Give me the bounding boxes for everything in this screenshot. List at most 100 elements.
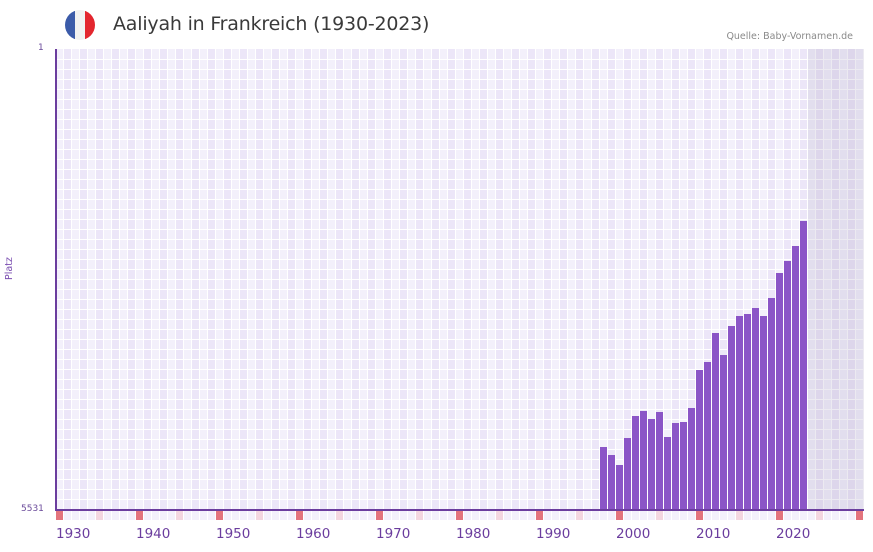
x-tick-1940: 1940 (136, 526, 171, 542)
grid-line (56, 269, 864, 270)
year-marker (808, 511, 815, 520)
year-marker (488, 511, 495, 520)
bar-2014[interactable] (728, 325, 735, 510)
year-marker (576, 511, 583, 520)
year-marker (248, 511, 255, 520)
bar-2008[interactable] (680, 421, 687, 510)
grid-line (56, 459, 864, 460)
bar-2015[interactable] (736, 315, 743, 510)
year-marker (760, 511, 767, 520)
bar-2012[interactable] (712, 332, 719, 510)
grid-line (56, 219, 864, 220)
y-axis-label: Platz (4, 257, 15, 280)
grid-line (56, 229, 864, 230)
bar-2011[interactable] (704, 361, 711, 510)
year-marker (472, 511, 479, 520)
year-marker (552, 511, 559, 520)
year-marker (720, 511, 727, 520)
bar-1999[interactable] (608, 454, 615, 510)
year-marker (200, 511, 207, 520)
bar-2004[interactable] (648, 418, 655, 510)
bar-2018[interactable] (760, 315, 767, 510)
france-flag-icon (65, 10, 95, 40)
year-marker (656, 511, 663, 520)
x-tick-2020: 2020 (776, 526, 811, 542)
grid-line (56, 129, 864, 130)
grid-line (56, 69, 864, 70)
grid-line (56, 199, 864, 200)
year-marker (400, 511, 407, 520)
year-marker (648, 511, 655, 520)
grid-line (56, 439, 864, 440)
year-marker (752, 511, 759, 520)
grid-line (56, 409, 864, 410)
year-marker (208, 511, 215, 520)
grid-line (56, 359, 864, 360)
grid-line (56, 89, 864, 90)
bar-2016[interactable] (744, 313, 751, 510)
grid-line (56, 379, 864, 380)
bar-2019[interactable] (768, 297, 775, 510)
year-marker (800, 511, 807, 520)
bar-2022[interactable] (792, 246, 799, 510)
year-marker (440, 511, 447, 520)
year-marker (728, 511, 735, 520)
year-marker (120, 511, 127, 520)
grid-line (56, 489, 864, 490)
bar-2007[interactable] (672, 422, 679, 510)
grid-line (56, 419, 864, 420)
year-marker (280, 511, 287, 520)
year-marker (736, 511, 743, 520)
flag-stripe-white (75, 10, 85, 40)
bar-2009[interactable] (688, 407, 695, 510)
grid-line (56, 389, 864, 390)
year-marker (88, 511, 95, 520)
x-tick-1930: 1930 (56, 526, 91, 542)
y-tick-top: 1 (38, 43, 44, 53)
year-marker (640, 511, 647, 520)
x-tick-1980: 1980 (456, 526, 491, 542)
bar-2013[interactable] (720, 354, 727, 510)
bar-2003[interactable] (640, 410, 647, 510)
year-marker (520, 511, 527, 520)
year-marker (704, 511, 711, 520)
grid-line (56, 139, 864, 140)
year-marker (664, 511, 671, 520)
bar-2002[interactable] (632, 415, 639, 510)
source-link[interactable]: Quelle: Baby-Vornamen.de (726, 31, 853, 42)
year-marker (624, 511, 631, 520)
year-marker (848, 511, 855, 520)
grid-line (56, 239, 864, 240)
year-marker (416, 511, 423, 520)
year-marker (264, 511, 271, 520)
bar-2021[interactable] (784, 261, 791, 510)
bar-2017[interactable] (752, 307, 759, 510)
grid-line (56, 279, 864, 280)
year-marker (336, 511, 343, 520)
year-marker (408, 511, 415, 520)
grid-line (56, 79, 864, 80)
grid-line (56, 149, 864, 150)
bar-2020[interactable] (776, 273, 783, 510)
year-marker (224, 511, 231, 520)
bar-1998[interactable] (600, 446, 607, 510)
year-marker (312, 511, 319, 520)
grid-line (56, 109, 864, 110)
grid-line (56, 259, 864, 260)
bar-2001[interactable] (624, 437, 631, 510)
bar-2010[interactable] (696, 369, 703, 510)
year-marker (184, 511, 191, 520)
year-marker (344, 511, 351, 520)
bar-2000[interactable] (616, 464, 623, 510)
year-marker (360, 511, 367, 520)
x-tick-2000: 2000 (616, 526, 651, 542)
year-marker (672, 511, 679, 520)
year-marker (432, 511, 439, 520)
bar-2006[interactable] (664, 436, 671, 510)
year-marker (688, 511, 695, 520)
bar-2005[interactable] (656, 411, 663, 510)
year-marker (368, 511, 375, 520)
flag-stripe-red (85, 10, 95, 40)
bar-2023[interactable] (800, 221, 807, 510)
grid-line (56, 499, 864, 500)
